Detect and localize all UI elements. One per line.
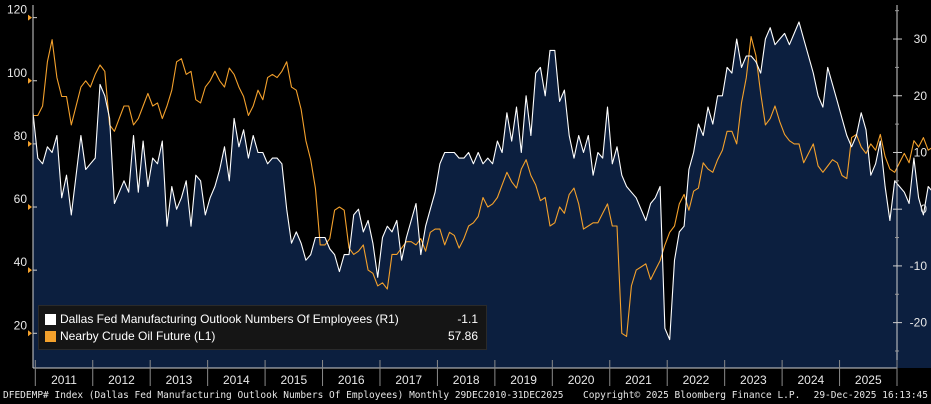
x-axis-tick-label: 2021 xyxy=(625,373,652,387)
employees-line xyxy=(32,21,931,341)
legend-value-crude: 57.86 xyxy=(447,329,478,343)
x-axis-tick-label: 2011 xyxy=(51,373,77,387)
left-axis-tick-label: 20 xyxy=(14,318,28,332)
x-axis-tick-label: 2017 xyxy=(395,373,422,387)
left-axis-tick-label: 120 xyxy=(7,3,27,17)
crude-oil-line xyxy=(33,36,931,337)
employees-area-layer xyxy=(33,22,931,368)
x-axis-tick-label: 2015 xyxy=(280,373,307,387)
legend-label-crude: Nearby Crude Oil Future (L1) xyxy=(60,329,216,343)
footer-index-description: DFEDEMP# Index (Dallas Fed Manufacturing… xyxy=(3,390,564,401)
legend-swatch-crude xyxy=(45,331,56,342)
left-axis-tick-marker xyxy=(28,14,32,21)
x-axis-tick-label: 2013 xyxy=(166,373,193,387)
legend-value-employees: -1.1 xyxy=(457,312,478,326)
right-axis-tick-label: 20 xyxy=(914,89,928,103)
x-axis-tick-label: 2023 xyxy=(740,373,767,387)
x-axis-tick-label: 2025 xyxy=(855,373,882,387)
legend: Dallas Fed Manufacturing Outlook Numbers… xyxy=(38,305,487,350)
x-axis-tick-label: 2019 xyxy=(510,373,537,387)
x-axis-tick-label: 2020 xyxy=(568,373,595,387)
left-axis-tick-marker xyxy=(28,204,32,211)
footer-copyright: Copyright© 2025 Bloomberg Finance L.P. xyxy=(583,390,801,401)
series-line-layer xyxy=(32,21,931,341)
right-axis-tick-label: -20 xyxy=(910,316,928,330)
left-axis-tick-label: 40 xyxy=(14,255,28,269)
x-axis-tick-label: 2016 xyxy=(338,373,365,387)
x-axis-tick-label: 2018 xyxy=(453,373,480,387)
employees-area xyxy=(33,22,931,368)
left-axis-tick-marker xyxy=(28,267,32,274)
footer: DFEDEMP# Index (Dallas Fed Manufacturing… xyxy=(0,388,931,404)
x-axis-tick-label: 2022 xyxy=(683,373,710,387)
legend-row-employees: Dallas Fed Manufacturing Outlook Numbers… xyxy=(45,311,478,328)
x-axis-tick-label: 2024 xyxy=(797,373,824,387)
right-axis-tick-label: -10 xyxy=(910,259,928,273)
legend-row-crude: Nearby Crude Oil Future (L1) 57.86 xyxy=(45,328,478,345)
right-axis-tick-label: 30 xyxy=(914,32,928,46)
left-axis-tick-marker xyxy=(28,140,32,147)
right-axis-tick-label: 0 xyxy=(920,202,927,216)
left-axis-tick-marker xyxy=(28,330,32,337)
left-axis-tick-label: 100 xyxy=(7,66,27,80)
x-axis-tick-label: 2012 xyxy=(108,373,135,387)
right-axis-tick-label: 10 xyxy=(914,145,928,159)
x-axis-tick-label: 2014 xyxy=(223,373,250,387)
axis-layer: 20 40 60 80 100 120 -20 -10 0 10 20 30 2011 2012 2013 2… xyxy=(7,3,927,387)
left-axis-tick-label: 60 xyxy=(14,192,28,206)
footer-timestamp: 29-Dec-2025 16:13:45 xyxy=(813,390,928,401)
legend-label-employees: Dallas Fed Manufacturing Outlook Numbers… xyxy=(60,312,399,326)
legend-swatch-employees xyxy=(45,314,56,325)
left-axis-tick-marker xyxy=(28,77,32,84)
left-axis-tick-label: 80 xyxy=(14,129,28,143)
